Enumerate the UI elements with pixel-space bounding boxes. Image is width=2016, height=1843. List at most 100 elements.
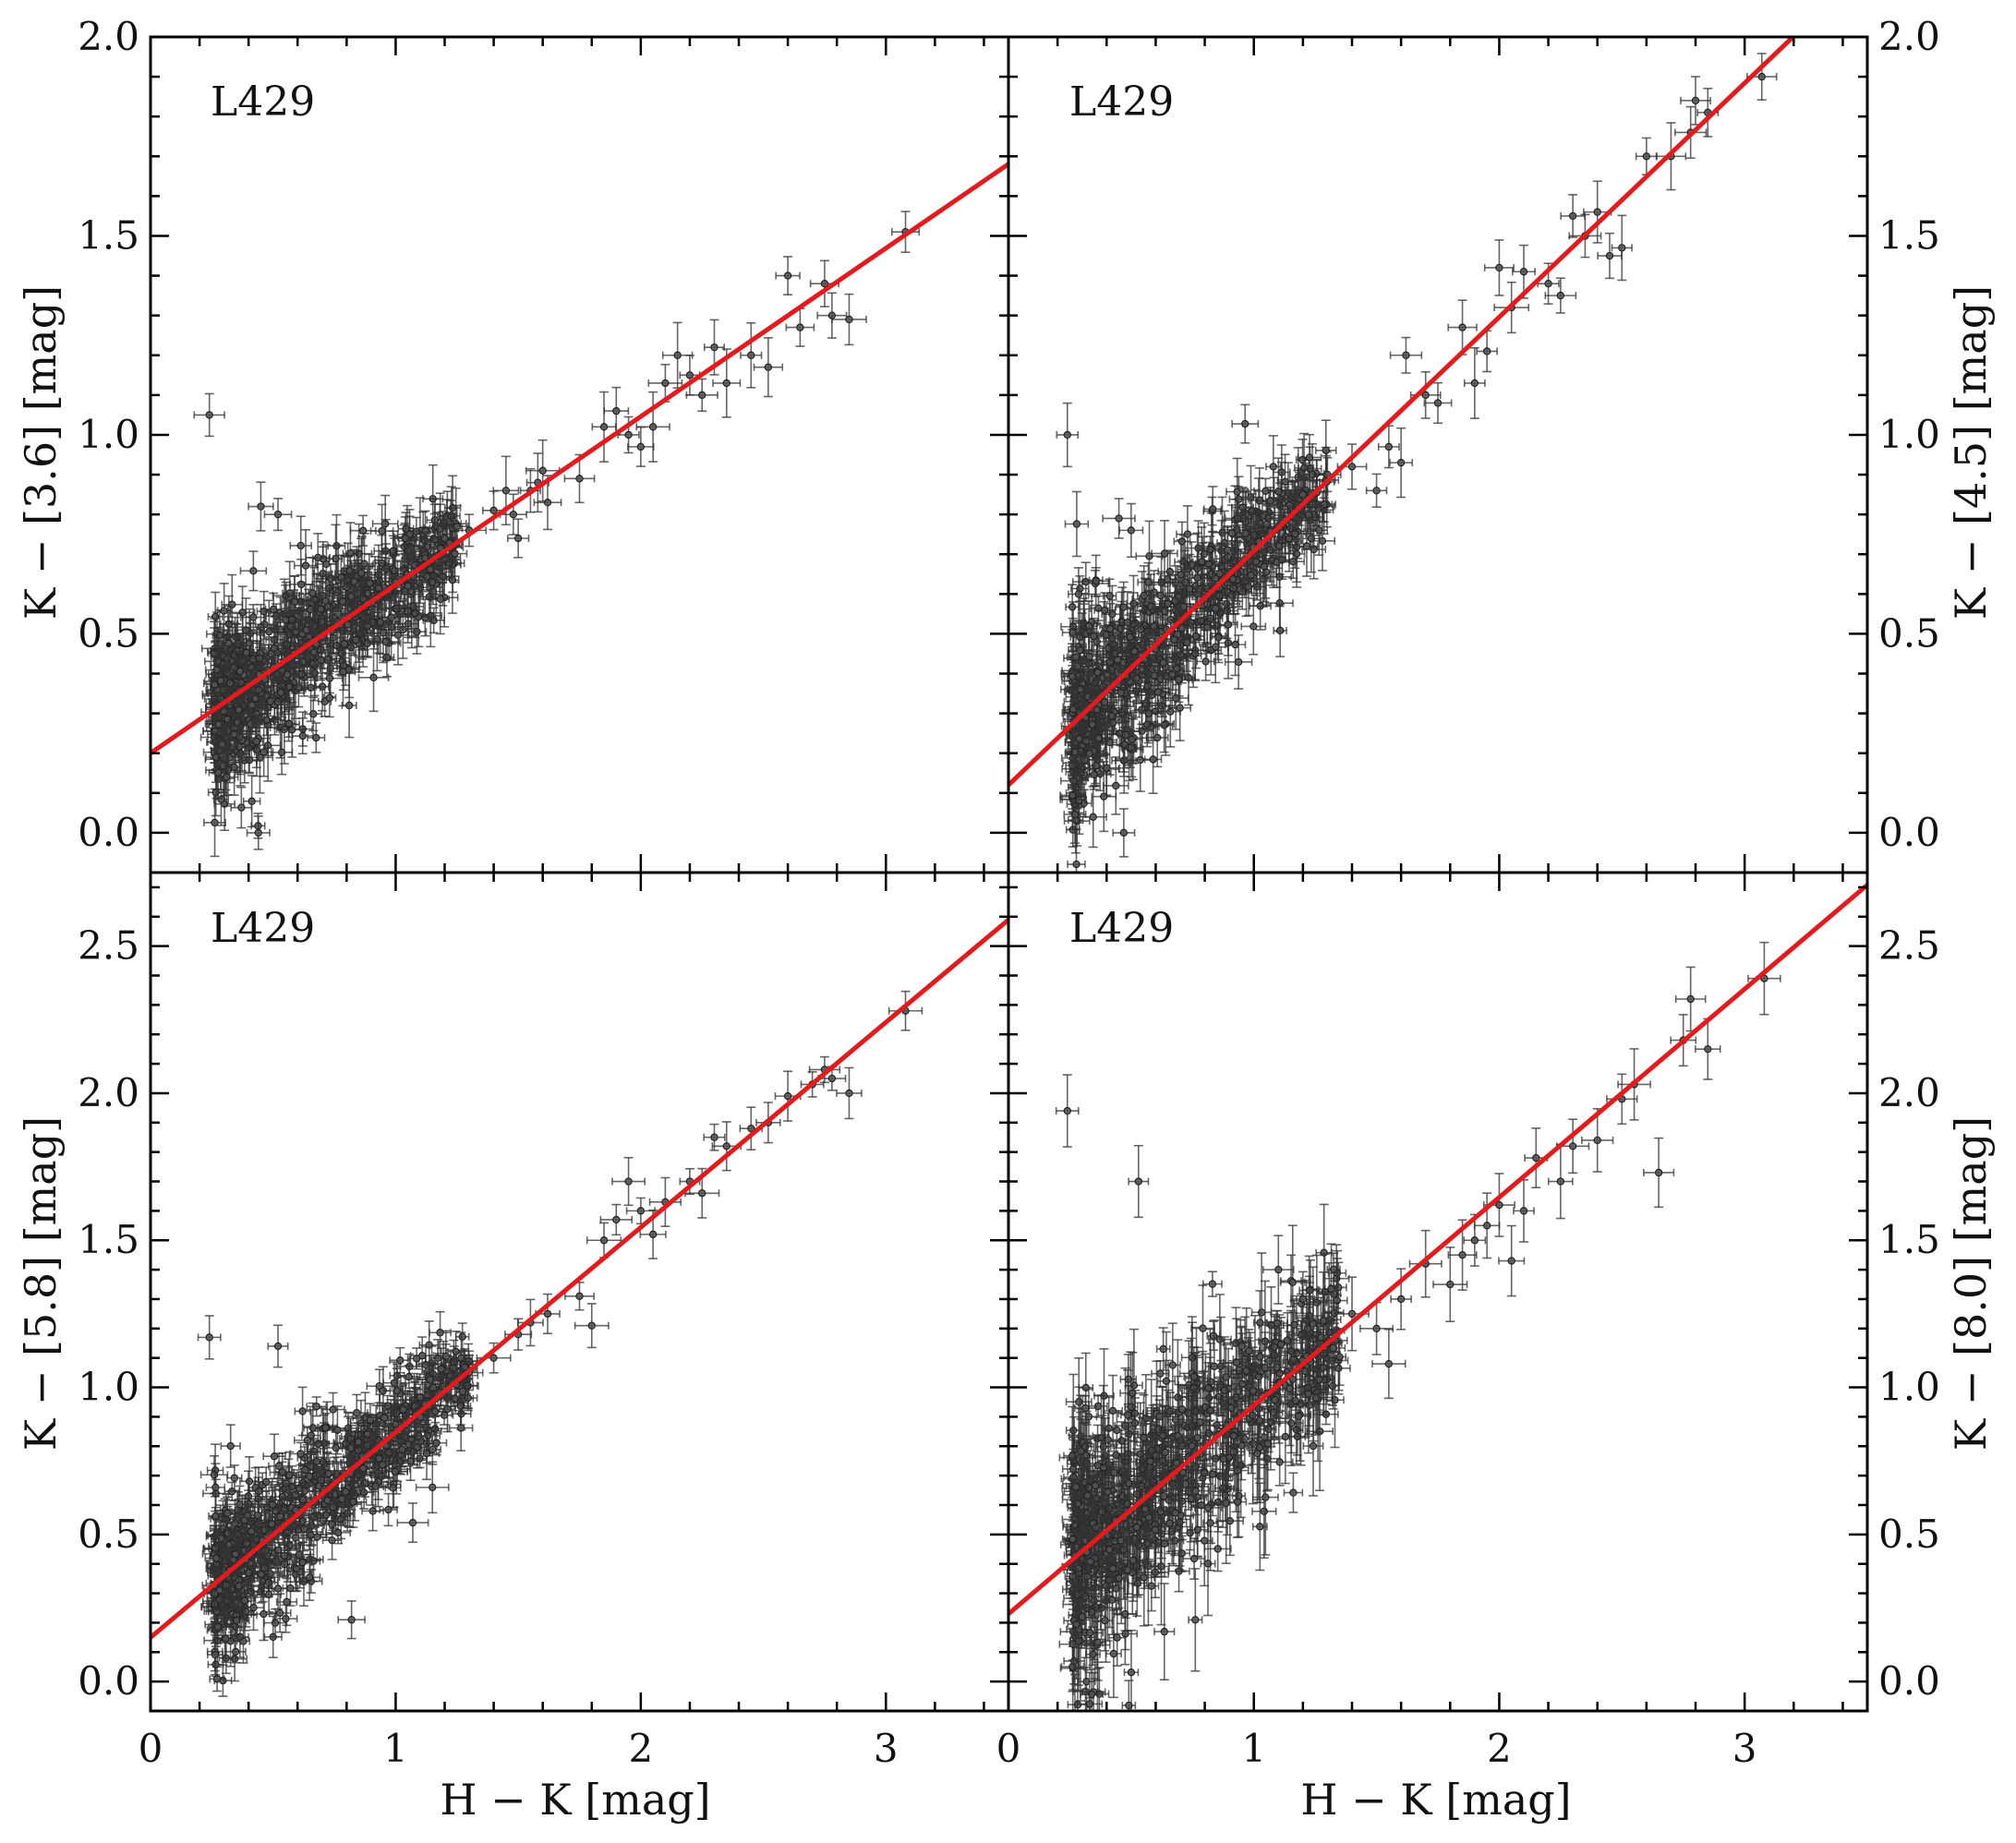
cloud-point (219, 1525, 238, 1564)
cloud-point (1213, 1343, 1239, 1411)
cloud-point (1255, 1331, 1274, 1404)
x-tick-label: 1 (383, 1726, 408, 1771)
cloud-point (1164, 1322, 1181, 1408)
cloud-point (230, 786, 253, 829)
cloud-point (362, 1403, 379, 1438)
cloud-point (1225, 457, 1249, 526)
cloud-point (1195, 1495, 1213, 1587)
data-point (685, 378, 718, 413)
y-axis-label-top-left: K − [3.6] [mag] (16, 285, 66, 620)
cloud-point (244, 1511, 260, 1552)
cloud-point (1078, 729, 1102, 778)
cloud-point (394, 522, 416, 555)
cloud-point (227, 1535, 244, 1573)
data-point (1408, 1229, 1443, 1298)
cloud-point (335, 629, 353, 659)
cloud-point (400, 1440, 421, 1481)
cloud-point (249, 714, 264, 769)
data-point (371, 621, 401, 662)
fit-line (151, 918, 1008, 1640)
cloud-point (1173, 521, 1191, 562)
data-point (703, 1123, 726, 1151)
data-point (1513, 1179, 1535, 1243)
panel-tr: 0.0 0.5 1.0 1.5 2.0 (1007, 14, 1940, 874)
data-point (599, 1203, 634, 1236)
data-point (1597, 232, 1623, 280)
data-point (817, 1066, 847, 1091)
cloud-point (205, 1463, 226, 1512)
y-axis-label-top-right: K − [4.5] [mag] (1946, 285, 1996, 620)
data-point (1674, 966, 1707, 1032)
cloud-point (1167, 1549, 1190, 1593)
cloud-point (1265, 1438, 1294, 1487)
cloud-point (419, 538, 442, 600)
cloud-point (1235, 1358, 1258, 1383)
cloud-point (1076, 1671, 1104, 1711)
cloud-point (1159, 582, 1177, 625)
y-tick-label: 1.5 (78, 212, 139, 258)
cloud-point (1209, 611, 1228, 664)
data-point (1680, 76, 1711, 126)
x-tick-label: 0 (139, 1726, 163, 1771)
y-tick-label: 2.5 (1878, 923, 1940, 969)
cloud-point (1070, 1604, 1093, 1630)
cloud-point (1068, 621, 1093, 679)
fit-line (151, 162, 1008, 755)
cloud-point (253, 727, 274, 777)
data-point (1112, 808, 1136, 858)
data-point (1389, 427, 1414, 499)
cloud-point (1200, 1431, 1225, 1517)
data-point (1290, 1271, 1316, 1328)
y-tick-label: 2.5 (78, 923, 139, 969)
cloud-point (1308, 1296, 1334, 1379)
data-point (263, 498, 293, 532)
data-point (1548, 1143, 1574, 1220)
cloud-point (1110, 1526, 1132, 1555)
cloud-point (280, 658, 298, 716)
cloud-point (1183, 1352, 1205, 1402)
cloud-point (1203, 1525, 1232, 1572)
cloud-point (216, 583, 232, 639)
cloud-point (322, 1431, 350, 1464)
cloud-point (1294, 1333, 1322, 1454)
data-point (831, 293, 867, 346)
data-point (625, 1197, 656, 1225)
cloud-point (273, 1604, 298, 1633)
cloud-point (1169, 615, 1186, 655)
cloud-point (1061, 617, 1084, 648)
cloud-point (1276, 453, 1294, 511)
cloud-point (349, 514, 377, 547)
data-point (1643, 1137, 1675, 1209)
cloud-point (1224, 1396, 1244, 1476)
data-point (1747, 941, 1781, 1016)
cloud-point (1283, 1472, 1304, 1513)
data-point (1128, 1144, 1150, 1219)
cloud-point (289, 515, 312, 576)
data-point (1583, 180, 1612, 244)
y-tick-label: 1.5 (1878, 212, 1940, 258)
cloud-point (1206, 1320, 1221, 1352)
data-point (1447, 1219, 1478, 1291)
y-tick-label: 1.5 (1878, 1217, 1940, 1262)
data-point (1611, 214, 1633, 282)
y-axis-label-bottom-left: K − [5.8] [mag] (16, 1116, 66, 1451)
cloud-point (1333, 1328, 1347, 1386)
cloud-point (1269, 457, 1287, 526)
cloud-point (1123, 1629, 1140, 1711)
data-point (1544, 277, 1577, 314)
cloud-point (1085, 1436, 1105, 1536)
axes-frame (1007, 871, 1869, 1713)
data-point (535, 1293, 561, 1335)
cloud-point (375, 1404, 393, 1431)
cloud-point (1110, 1547, 1128, 1609)
cloud-point (1240, 597, 1267, 656)
cloud-point (1167, 656, 1189, 704)
data-point (246, 815, 271, 850)
cloud-point (318, 1412, 333, 1443)
data-point (1409, 370, 1442, 419)
plot-area-br (1008, 883, 1867, 1711)
cloud-point (1324, 1243, 1338, 1335)
cloud-point (1083, 617, 1105, 656)
x-axis-label-right: H − K [mag] (1300, 1775, 1571, 1825)
